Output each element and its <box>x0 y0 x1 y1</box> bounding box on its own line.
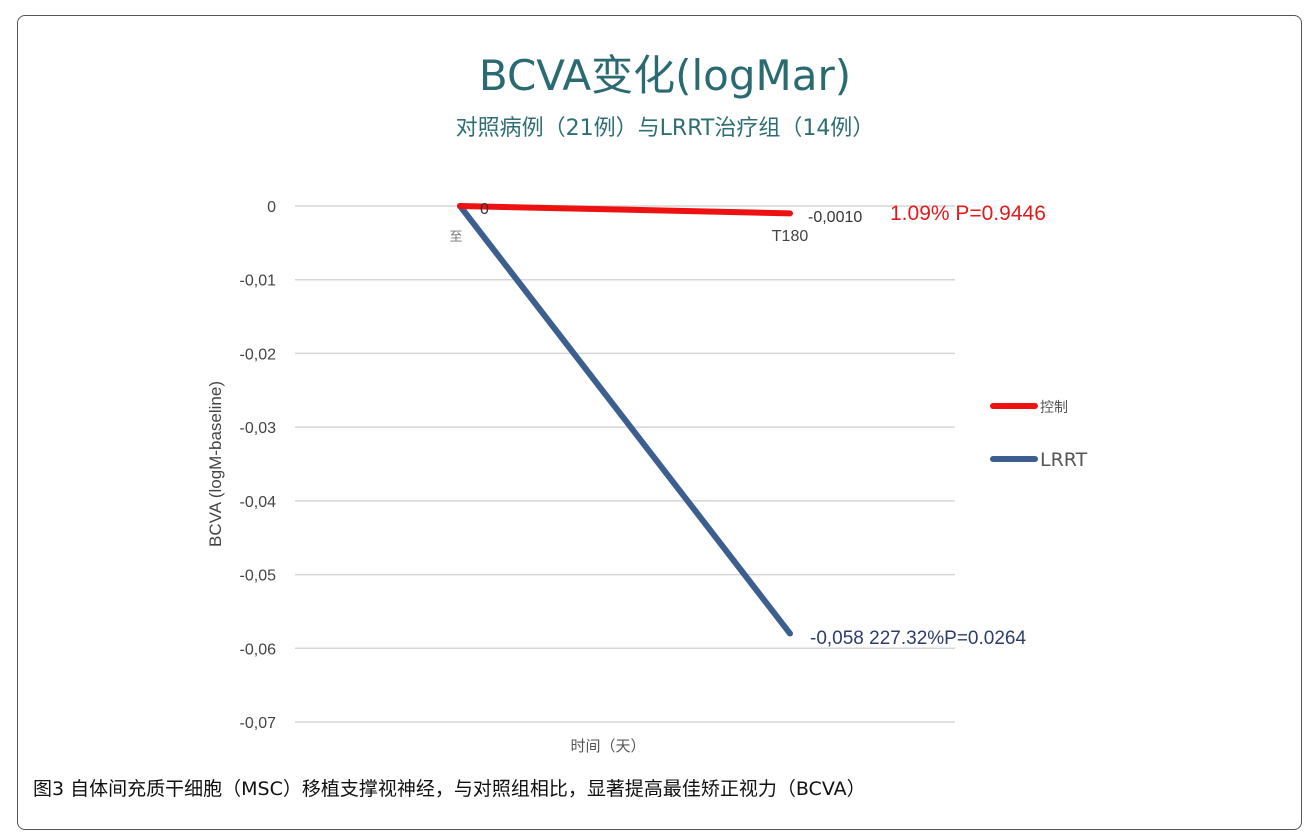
y-tick-label: -0,07 <box>240 715 277 732</box>
legend-label: 控制 <box>1040 400 1068 416</box>
figure-frame <box>17 15 1302 830</box>
x-tick-label: 至 <box>449 230 462 245</box>
x-tick-label: T180 <box>772 228 809 245</box>
series-line-控制 <box>457 203 793 217</box>
data-label: 0 <box>480 201 489 218</box>
chart-subtitle: 对照病例（21例）与LRRT治疗组（14例） <box>455 116 875 141</box>
x-axis-label: 时间（天） <box>570 737 645 755</box>
annotation: 1.09% P=0.9446 <box>890 202 1046 225</box>
y-tick-label: -0,04 <box>240 494 277 511</box>
y-axis-label: BCVA (logM-baseline) <box>206 381 225 547</box>
data-label: -0,058 227.32%P=0.0264 <box>810 628 1026 649</box>
figure-caption: 图3 自体间充质干细胞（MSC）移植支撑视神经，与对照组相比，显著提高最佳矫正视… <box>33 778 866 800</box>
legend-label: LRRT <box>1040 449 1088 471</box>
chart-title: BCVA变化(logMar) <box>478 51 852 100</box>
y-tick-label: -0,05 <box>240 568 277 585</box>
y-tick-label: -0,03 <box>240 420 277 437</box>
series-line-LRRT <box>457 203 793 637</box>
y-tick-label: -0,02 <box>240 346 277 363</box>
y-tick-label: -0,06 <box>240 641 277 658</box>
y-tick-label: 0 <box>267 199 276 216</box>
data-label: -0,0010 <box>808 209 862 226</box>
y-tick-label: -0,01 <box>240 273 277 290</box>
